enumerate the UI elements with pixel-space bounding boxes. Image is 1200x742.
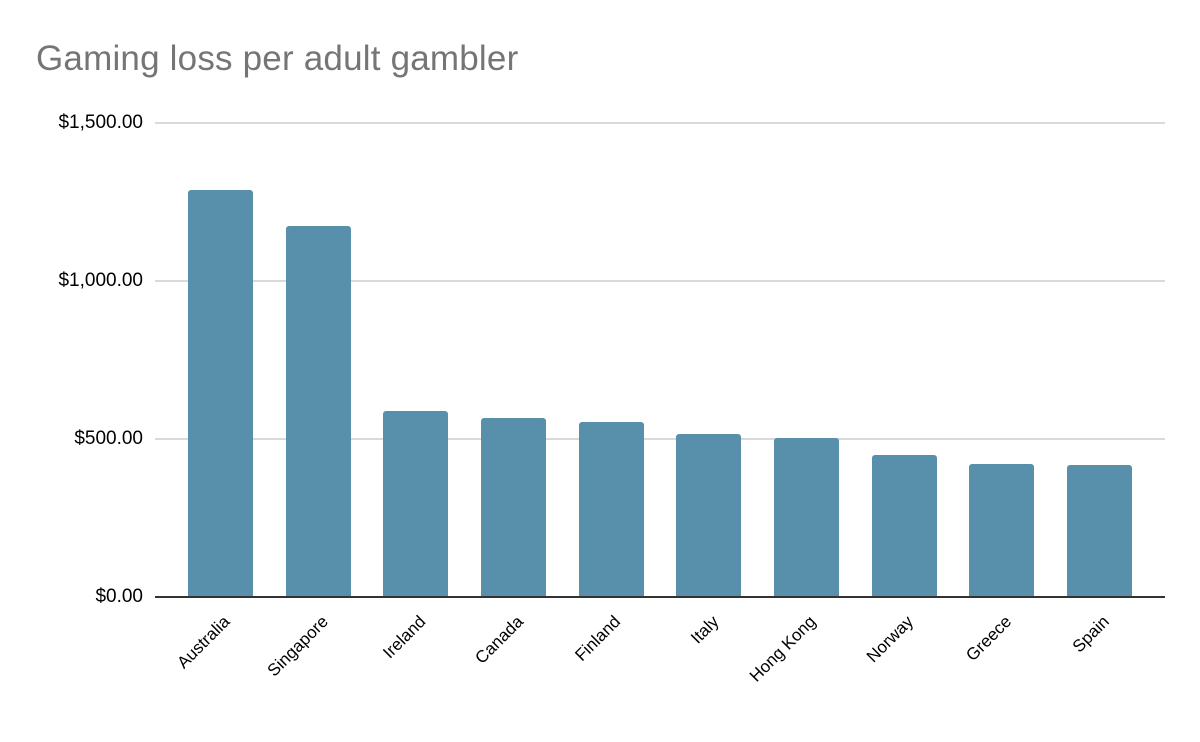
x-tick-label-spain: Spain xyxy=(1068,612,1113,657)
gridline-500 xyxy=(155,438,1165,441)
x-tick-cell-australia: Australia xyxy=(174,604,253,742)
bar-italy xyxy=(676,433,742,597)
gridline-1500 xyxy=(155,122,1165,124)
bar-singapore xyxy=(285,226,351,597)
y-tick-label-1000: $1,000.00 xyxy=(58,270,143,291)
x-tick-cell-greece: Greece xyxy=(962,604,1034,742)
x-tick-cell-hong-kong: Hong Kong xyxy=(746,604,839,742)
gridline-1000 xyxy=(155,280,1165,283)
x-tick-label-finland: Finland xyxy=(571,612,625,665)
x-axis-line xyxy=(155,596,1165,598)
x-tick-label-norway: Norway xyxy=(863,612,918,667)
y-tick-label-1500: $1,500.00 xyxy=(58,112,143,133)
x-tick-cell-italy: Italy xyxy=(676,604,741,742)
x-tick-cell-ireland: Ireland xyxy=(379,604,448,742)
x-tick-label-canada: Canada xyxy=(471,612,527,668)
x-tick-cell-spain: Spain xyxy=(1067,604,1132,742)
y-tick-label-500: $500.00 xyxy=(74,428,143,449)
x-tick-cell-canada: Canada xyxy=(471,604,546,742)
x-tick-label-greece: Greece xyxy=(962,612,1016,665)
bar-australia xyxy=(188,190,253,597)
bars-group xyxy=(155,123,1165,597)
x-tick-cell-singapore: Singapore xyxy=(263,604,351,742)
bar-greece xyxy=(969,464,1035,597)
x-tick-cell-finland: Finland xyxy=(572,604,644,742)
x-tick-cell-norway: Norway xyxy=(863,604,937,742)
x-tick-label-hong-kong: Hong Kong xyxy=(746,612,820,686)
x-tick-label-ireland: Ireland xyxy=(379,612,430,663)
chart-title: Gaming loss per adult gambler xyxy=(36,39,519,78)
x-tick-label-italy: Italy xyxy=(686,612,723,648)
x-tick-label-singapore: Singapore xyxy=(263,612,332,681)
x-axis-labels: Australia Singapore Ireland Canada Finland It… xyxy=(155,604,1165,742)
y-tick-label-0: $0.00 xyxy=(95,586,143,607)
bar-ireland xyxy=(383,411,449,597)
plot-area xyxy=(155,122,1165,598)
bar-hong-kong xyxy=(773,438,839,597)
bar-canada xyxy=(480,417,546,597)
x-tick-label-australia: Australia xyxy=(173,612,234,673)
bar-finland xyxy=(578,421,644,597)
bar-spain xyxy=(1066,464,1132,597)
bar-norway xyxy=(871,455,937,597)
